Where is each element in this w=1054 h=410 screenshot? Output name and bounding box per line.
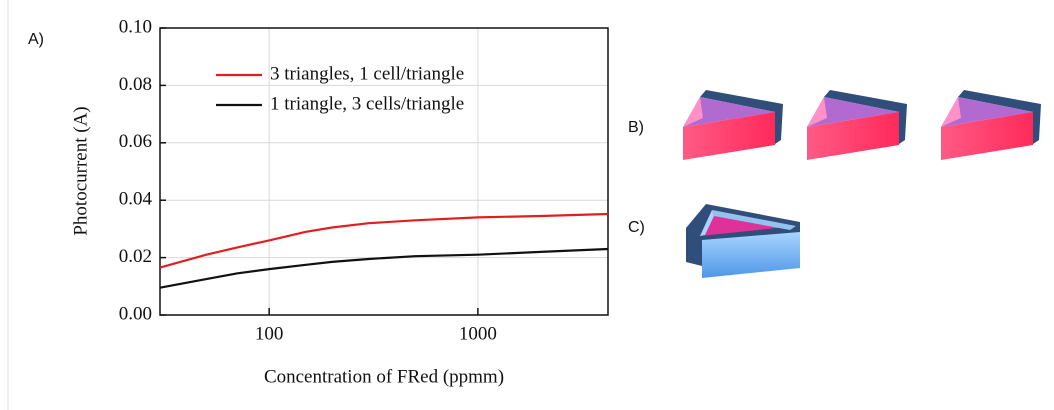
legend-label: 1 triangle, 3 cells/triangle — [270, 93, 464, 114]
legend-label: 3 triangles, 1 cell/triangle — [270, 63, 464, 84]
y-tick-label: 0.10 — [119, 16, 152, 37]
plot-frame — [159, 27, 609, 316]
prism-illustration — [807, 90, 907, 160]
y-axis-label: Photocurrent (A) — [70, 106, 91, 235]
data-line — [159, 212, 609, 269]
y-tick-label: 0.04 — [119, 189, 153, 210]
x-tick-label: 1000 — [459, 323, 497, 344]
y-tick-label: 0.02 — [119, 246, 152, 267]
y-tick-label: 0.00 — [119, 303, 152, 324]
prism-illustration — [686, 204, 800, 278]
y-tick-label: 0.06 — [119, 131, 152, 152]
x-axis-label: Concentration of FRed (ppmm) — [264, 366, 504, 387]
panel-label: C) — [628, 219, 645, 236]
data-line — [159, 247, 609, 289]
x-tick-label: 100 — [255, 323, 284, 344]
prism-illustration — [941, 90, 1041, 160]
panel-label: A) — [28, 31, 44, 48]
y-tick-label: 0.08 — [119, 74, 152, 95]
prism-illustration — [683, 90, 783, 160]
panel-label: B) — [628, 119, 644, 136]
